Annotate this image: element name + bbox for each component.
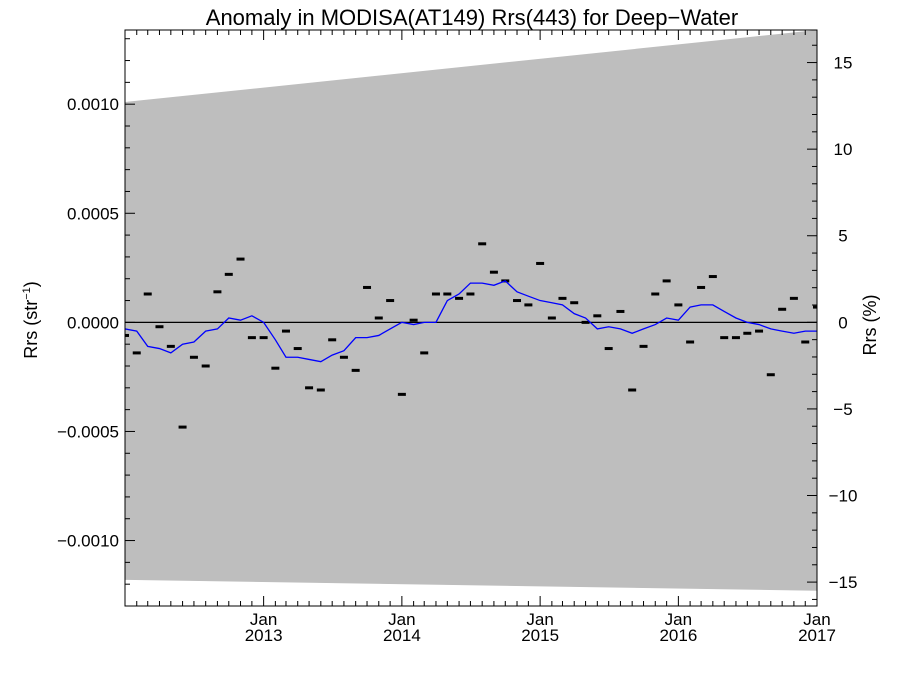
anomaly-marker: [374, 316, 383, 320]
anomaly-marker: [731, 336, 740, 340]
y-right-tick-label: 15: [834, 54, 853, 73]
anomaly-marker: [686, 340, 695, 344]
y-right-tick-label: −5: [833, 400, 852, 419]
anomaly-marker: [328, 338, 337, 342]
anomaly-marker: [536, 261, 545, 265]
anomaly-marker: [316, 388, 325, 392]
y-right-tick-label: 5: [838, 227, 847, 246]
y-left-tick-label: 0.0000: [67, 313, 119, 332]
anomaly-marker: [363, 285, 372, 289]
y-axis-left-title-main: Rrs (str: [21, 300, 41, 359]
anomaly-marker: [224, 272, 233, 276]
anomaly-marker: [639, 344, 648, 348]
anomaly-marker: [143, 292, 152, 296]
anomaly-marker: [616, 309, 625, 313]
anomaly-marker: [489, 270, 498, 274]
anomaly-marker: [558, 296, 567, 300]
monthly-anomaly-markers: [125, 242, 817, 429]
running-mean-line-layer: [125, 280, 817, 363]
y-left-tick-label: −0.0010: [57, 532, 119, 551]
anomaly-marker: [697, 285, 706, 289]
anomaly-marker: [570, 301, 579, 305]
y-left-tick-label: 0.0005: [67, 204, 119, 223]
anomaly-marker: [247, 336, 256, 340]
anomaly-marker: [443, 292, 452, 296]
anomaly-marker: [662, 279, 671, 283]
anomaly-marker: [166, 344, 175, 348]
anomaly-marker: [524, 303, 533, 307]
anomaly-marker: [547, 316, 556, 320]
anomaly-marker: [213, 290, 222, 294]
anomaly-marker: [593, 314, 602, 318]
y-axis-left-title: Rrs (str−1): [21, 281, 41, 359]
chart-title: Anomaly in MODISA(AT149) Rrs(443) for De…: [206, 5, 738, 30]
axis-ticks: [124, 30, 818, 606]
anomaly-marker: [674, 303, 683, 307]
x-tick-label-month: Jan: [665, 610, 692, 629]
anomaly-marker: [305, 386, 314, 390]
anomaly-marker: [125, 333, 129, 337]
anomaly-marker: [789, 296, 798, 300]
tick-labels: Jan2013Jan2014Jan2015Jan2016Jan20170.001…: [57, 54, 857, 645]
anomaly-marker: [259, 336, 268, 340]
anomaly-marker: [132, 351, 141, 355]
anomaly-marker: [293, 347, 302, 351]
y-axis-right-title: Rrs (%): [860, 295, 880, 356]
y-right-tick-label: 10: [834, 140, 853, 159]
anomaly-marker: [708, 275, 717, 279]
anomaly-marker: [420, 351, 429, 355]
anomaly-marker: [189, 355, 198, 359]
anomaly-marker: [386, 299, 395, 303]
anomaly-marker: [766, 373, 775, 377]
y-right-tick-label: 0: [838, 313, 847, 332]
anomaly-marker: [271, 366, 280, 370]
y-right-tick-label: −15: [829, 573, 858, 592]
uncertainty-band-layer: [125, 30, 817, 591]
anomaly-marker: [581, 320, 590, 324]
plot-border: [124, 29, 818, 607]
x-tick-label-month: Jan: [803, 610, 830, 629]
anomaly-marker: [478, 242, 487, 246]
anomaly-marker: [720, 336, 729, 340]
anomaly-marker: [755, 329, 764, 333]
x-tick-label-year: 2016: [659, 626, 697, 645]
anomaly-marker: [431, 292, 440, 296]
anomaly-marker: [236, 257, 245, 261]
anomaly-marker: [813, 305, 817, 309]
anomaly-marker: [801, 340, 810, 344]
y-right-tick-label: −10: [829, 487, 858, 506]
anomaly-marker: [339, 355, 348, 359]
anomaly-marker: [455, 296, 464, 300]
x-tick-label-month: Jan: [388, 610, 415, 629]
anomaly-marker: [155, 325, 164, 329]
anomaly-marker: [397, 392, 406, 396]
x-tick-label-year: 2015: [521, 626, 559, 645]
y-axis-left-title-close: ): [21, 281, 41, 287]
x-tick-label-year: 2017: [798, 626, 836, 645]
anomaly-marker: [466, 292, 475, 296]
anomaly-marker: [201, 364, 210, 368]
anomaly-marker: [178, 425, 187, 429]
anomaly-marker: [651, 292, 660, 296]
uncertainty-band: [125, 30, 817, 591]
anomaly-marker: [409, 318, 418, 322]
y-left-tick-label: 0.0010: [67, 95, 119, 114]
anomaly-marker: [604, 347, 613, 351]
anomaly-marker: [281, 329, 290, 333]
anomaly-marker: [351, 368, 360, 372]
x-tick-label-month: Jan: [526, 610, 553, 629]
y-axis-left-title-superscript: −1: [21, 287, 33, 300]
x-tick-label-year: 2014: [383, 626, 421, 645]
y-left-tick-label: −0.0005: [57, 422, 119, 441]
anomaly-marker: [513, 299, 522, 303]
anomaly-marker: [778, 307, 787, 311]
x-tick-label-year: 2013: [245, 626, 283, 645]
plot-frame: [124, 29, 818, 607]
anomaly-marker: [628, 388, 637, 392]
x-tick-label-month: Jan: [250, 610, 277, 629]
running-mean-line: [125, 280, 817, 363]
anomaly-marker: [743, 331, 752, 335]
